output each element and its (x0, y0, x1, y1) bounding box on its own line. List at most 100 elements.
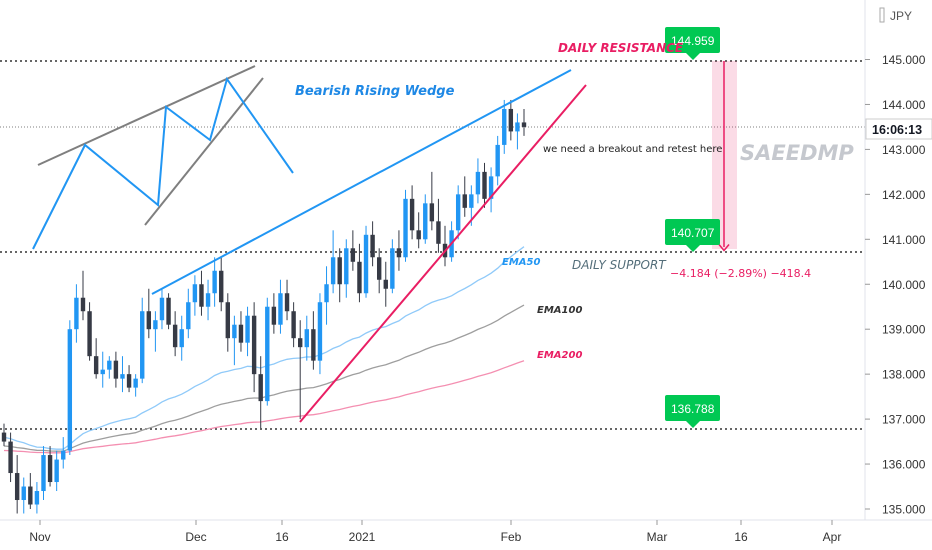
wedge-sketch (32, 65, 294, 250)
y-tick-label: 136.000 (882, 458, 926, 472)
candle (271, 293, 277, 334)
candle (113, 351, 119, 388)
candle (192, 275, 198, 316)
candle (199, 270, 204, 316)
candle (47, 446, 53, 487)
candle (159, 288, 165, 330)
resistance-badge: 144.959 (665, 27, 720, 60)
candle (212, 257, 217, 307)
candle (14, 455, 20, 514)
candle (166, 293, 171, 330)
svg-text:144.959: 144.959 (671, 34, 715, 48)
y-tick-label: 142.000 (882, 188, 926, 202)
candle (403, 189, 408, 262)
wedge-title: Bearish Rising Wedge (295, 84, 455, 99)
lower-support-badge: 136.788 (665, 395, 720, 428)
candle (186, 288, 191, 339)
candle (80, 270, 86, 321)
candle (133, 374, 138, 397)
candle (390, 239, 395, 294)
x-tick-label: 16 (734, 530, 748, 544)
candle (219, 257, 224, 312)
measure-text: −4.184 (−2.89%) −418.4 (670, 267, 811, 280)
candle (495, 135, 500, 186)
candle (120, 356, 125, 393)
ema100-line (3, 304, 525, 452)
y-tick-label: 139.000 (882, 323, 926, 337)
candle (179, 315, 184, 361)
candles-group (1, 99, 527, 514)
candle (304, 315, 309, 361)
ema100-label: EMA100 (537, 305, 582, 316)
candle (140, 297, 145, 384)
y-tick-label: 144.000 (882, 98, 926, 112)
candle (488, 167, 494, 213)
x-tick-label: Feb (501, 530, 522, 544)
candle (330, 230, 336, 294)
candle (521, 108, 527, 136)
candle (8, 432, 13, 483)
candle (317, 293, 323, 375)
candle (475, 158, 481, 204)
candle (61, 437, 66, 469)
candle (245, 306, 250, 357)
candle (28, 473, 33, 509)
candle (34, 482, 40, 514)
svg-text:140.707: 140.707 (671, 226, 715, 240)
candle (291, 302, 296, 348)
candle (502, 99, 507, 154)
svg-text:136.788: 136.788 (671, 402, 715, 416)
currency-label: JPY (890, 9, 912, 23)
candle (429, 171, 435, 231)
candle (225, 293, 230, 352)
candle (376, 248, 382, 294)
candle (344, 239, 349, 298)
x-tick-label: Apr (823, 530, 842, 544)
candle (370, 221, 375, 267)
candle (416, 212, 421, 249)
candle (324, 266, 329, 325)
candle (423, 194, 428, 244)
candle (146, 288, 152, 339)
candle (54, 450, 59, 492)
x-tick-label: Dec (185, 530, 206, 544)
daily-resistance-label: DAILY RESISTANCE (558, 41, 684, 55)
candle (284, 279, 290, 321)
candle (278, 279, 283, 334)
x-tick-label: 16 (275, 530, 289, 544)
candle (74, 284, 79, 343)
candle (21, 477, 26, 514)
candle (258, 356, 263, 429)
candle (363, 225, 369, 298)
candle (515, 113, 520, 150)
candle (87, 302, 92, 361)
candle (251, 302, 257, 393)
candle (357, 243, 362, 303)
y-tick-label: 141.000 (882, 233, 926, 247)
candle (107, 356, 112, 379)
candle (265, 297, 270, 406)
candle (482, 162, 487, 208)
y-tick-label: 143.000 (882, 143, 926, 157)
candle (172, 311, 178, 357)
candle (232, 315, 237, 366)
measure-arrowhead (718, 243, 730, 252)
candle (100, 351, 105, 388)
candle (67, 320, 73, 456)
support-badge: 140.707 (665, 219, 720, 252)
candle (436, 198, 441, 253)
candle (93, 338, 99, 379)
watermark: SAEEDMP (740, 141, 854, 165)
candle (455, 185, 461, 240)
candle (153, 311, 158, 352)
candle (298, 320, 303, 420)
ema200-line (3, 360, 525, 454)
candle (409, 185, 415, 240)
breakout-note: we need a breakout and retest here (543, 144, 722, 155)
ema200-label: EMA200 (537, 350, 582, 361)
price-axis[interactable] (865, 0, 932, 550)
y-tick-label: 138.000 (882, 368, 926, 382)
wedge-lower-trendline (299, 84, 587, 423)
y-tick-label: 145.000 (882, 53, 926, 67)
